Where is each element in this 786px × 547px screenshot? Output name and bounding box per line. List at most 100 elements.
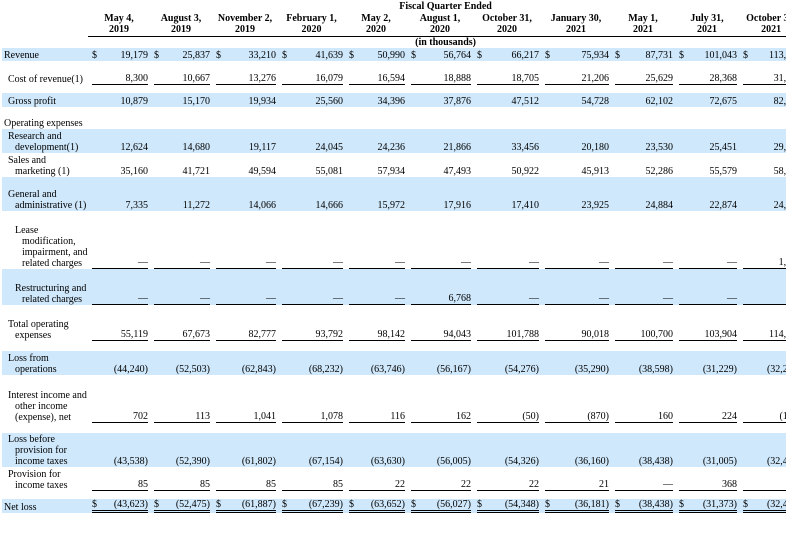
value: (52,390) <box>175 455 210 467</box>
cell-value: 116 <box>345 375 407 423</box>
row-lease: Lease modification, impairment, and rela… <box>2 211 786 269</box>
fiscal-quarter-ended-heading: Fiscal Quarter Ended <box>399 1 492 12</box>
spacer-row <box>2 85 786 93</box>
value: 14,680 <box>182 141 211 153</box>
cell-value: $ (32,446) <box>739 498 786 513</box>
cell-value: 101,788 <box>473 317 541 341</box>
value: 113 <box>195 410 210 422</box>
cell-value: $113,819 <box>739 47 786 61</box>
cell-value: 85 <box>150 467 212 491</box>
column-header-date: August 1, <box>419 12 461 24</box>
value: (63,746) <box>370 363 405 375</box>
row-label: Lease modification, impairment, and rela… <box>15 224 88 269</box>
value: (38,438) <box>638 498 673 510</box>
currency-symbol: $ <box>216 498 221 510</box>
cell-value: 103,904 <box>675 317 739 341</box>
cell-value: 25,451 <box>675 128 739 153</box>
column-header: August 3, 2019 <box>150 12 212 37</box>
cell-value: 37,876 <box>407 92 473 107</box>
value: 1,041 <box>253 410 277 422</box>
value: — <box>461 256 471 268</box>
value: 41,639 <box>315 49 344 61</box>
cell-value: (56,005) <box>407 432 473 467</box>
row-interest: Interest income and other income (expens… <box>2 375 786 423</box>
cell-value: 55,579 <box>675 153 739 177</box>
currency-symbol: $ <box>411 49 416 61</box>
cell-value: 58,704 <box>739 153 786 177</box>
cell-value: 93,792 <box>278 317 345 341</box>
cell-value: 162 <box>407 375 473 423</box>
currency-symbol: $ <box>154 498 159 510</box>
value: (52,503) <box>175 363 210 375</box>
cell-value: 41,721 <box>150 153 212 177</box>
value: 93,792 <box>315 328 344 340</box>
cell-value: 19 <box>739 467 786 491</box>
value: 67,673 <box>182 328 211 340</box>
cell-value: 100,700 <box>611 317 675 341</box>
currency-symbol: $ <box>154 49 159 61</box>
cell-value: (54,276) <box>473 350 541 375</box>
row-sales: Sales and marketing (1) 35,160 41,721 49,59… <box>2 153 786 177</box>
value: (63,652) <box>370 498 405 510</box>
cell-value: 34,396 <box>345 92 407 107</box>
cell-value: 15,972 <box>345 176 407 211</box>
value: (35,290) <box>574 363 609 375</box>
value: 47,493 <box>443 165 472 177</box>
column-header-year: 2021 <box>697 23 717 35</box>
value: (32,284) <box>766 363 786 375</box>
currency-symbol: $ <box>216 49 221 61</box>
value: — <box>663 478 673 490</box>
quarterly-results-table: Fiscal Quarter Ended May 4, 2019 August 3,… <box>2 0 786 513</box>
cell-value: 85 <box>278 467 345 491</box>
column-header: August 1, 2020 <box>407 12 473 37</box>
currency-symbol: $ <box>615 498 620 510</box>
cell-value: 15,170 <box>150 92 212 107</box>
spacer-row <box>2 341 786 351</box>
value: 31,781 <box>773 72 786 84</box>
cell-value: 21,206 <box>541 61 611 85</box>
value: (67,239) <box>308 498 343 510</box>
cell-value: (43,538) <box>88 432 150 467</box>
cell-value: 24,399 <box>739 176 786 211</box>
value: 23,925 <box>581 199 610 211</box>
column-header-date: February 1, <box>286 12 337 24</box>
value: 8,300 <box>125 72 149 84</box>
cell-value: — <box>675 268 739 305</box>
value: 19,179 <box>120 49 149 61</box>
cell-value: $19,179 <box>88 47 150 61</box>
value: 114,322 <box>768 328 786 340</box>
cell-value: $ (61,887) <box>212 498 278 513</box>
row-provision: Provision for income taxes 85 85 85 85 22 22 22… <box>2 467 786 491</box>
cell-value: — <box>611 467 675 491</box>
value: (43,623) <box>113 498 148 510</box>
cell-value: 22,874 <box>675 176 739 211</box>
value: — <box>200 256 210 268</box>
value: 16,594 <box>377 72 406 84</box>
value: 19,117 <box>248 141 276 153</box>
spacer-row <box>2 305 786 317</box>
value: 101,043 <box>704 49 738 61</box>
value: 75,934 <box>581 49 610 61</box>
row-restructuring: Restructuring and related charges — — — — —6,… <box>2 268 786 305</box>
cell-value: (32,427) <box>739 432 786 467</box>
row-label: General and administrative (1) <box>2 176 88 211</box>
cell-value: — <box>345 268 407 305</box>
value: 28,368 <box>709 72 738 84</box>
cell-value: 13,276 <box>212 61 278 85</box>
cell-value: (143) <box>739 375 786 423</box>
value: 21,206 <box>581 72 610 84</box>
value: — <box>138 292 148 304</box>
cell-value: — <box>88 211 150 269</box>
currency-symbol: $ <box>282 49 287 61</box>
value: 22 <box>529 478 539 490</box>
value: 85 <box>333 478 343 490</box>
row-cost-of-revenue: Cost of revenue(1) 8,300 10,667 13,276 16,07… <box>2 61 786 85</box>
cell-value: 25,629 <box>611 61 675 85</box>
value: 14,066 <box>248 199 277 211</box>
cell-value: 33,456 <box>473 128 541 153</box>
row-research: Research and development(1) 12,624 14,680 1… <box>2 128 786 153</box>
value: 66,217 <box>511 49 540 61</box>
value: 50,922 <box>511 165 540 177</box>
cell-value: 94,043 <box>407 317 473 341</box>
value: 24,045 <box>315 141 344 153</box>
